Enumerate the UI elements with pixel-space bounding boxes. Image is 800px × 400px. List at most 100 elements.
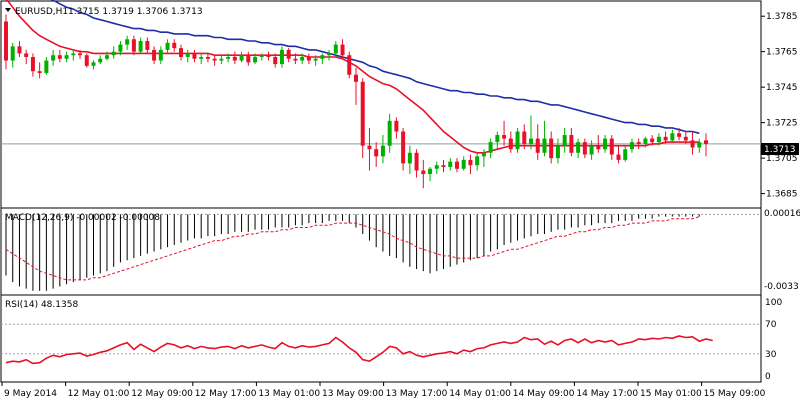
candle-body <box>37 71 42 73</box>
candle-body <box>44 60 49 73</box>
time-tick-label: 15 May 01:00 <box>640 389 702 399</box>
ohlc-header: 1.3715 1.3719 1.3706 1.3713 <box>68 7 203 17</box>
candle-body <box>508 138 513 150</box>
rsi-tick-label: 30 <box>765 350 777 360</box>
candle-body <box>448 161 453 167</box>
candle-body <box>64 55 69 59</box>
candle-body <box>138 41 143 52</box>
candle-body <box>131 39 136 52</box>
macd-panel: 0.00016 -0.0033 <box>0 207 800 296</box>
time-axis: 9 May 2014 12 May 01:00 12 May 09:00 12 May… <box>1 382 766 399</box>
candle-body <box>10 46 15 61</box>
candle-body <box>4 21 8 61</box>
candle-body <box>481 152 486 157</box>
price-tick-label: 1.3725 <box>766 119 798 129</box>
candle-body <box>205 56 210 59</box>
candle-body <box>428 168 433 175</box>
time-tick-label: 9 May 2014 <box>4 389 57 399</box>
rsi-tick-label: 0 <box>765 372 771 382</box>
candle-body <box>407 152 412 164</box>
candle-body <box>84 55 89 66</box>
candle-body <box>24 53 29 57</box>
candle-body <box>320 55 325 59</box>
macd-title: MACD(12,26,9) -0.00002 -0.00008 <box>5 213 160 223</box>
candle-body <box>246 55 251 63</box>
candle-body <box>656 136 661 143</box>
macd-signal-line <box>5 216 700 281</box>
candle-body <box>549 138 554 159</box>
ma-slow-line <box>50 0 700 135</box>
candle-body <box>555 145 560 159</box>
candle-body <box>91 62 96 66</box>
price-tick-label: 1.3785 <box>766 12 798 22</box>
candle-body <box>219 58 224 61</box>
candle-body <box>327 53 332 56</box>
time-tick-label: 12 May 01:00 <box>68 389 130 399</box>
candle-body <box>629 142 634 150</box>
candle-body <box>434 165 439 169</box>
candle-body <box>165 42 170 50</box>
candle-body <box>394 120 399 132</box>
time-tick-label: 14 May 09:00 <box>513 389 575 399</box>
candle-body <box>360 81 365 146</box>
chevron-down-icon[interactable] <box>5 8 11 12</box>
candle-body <box>239 55 244 61</box>
candle-body <box>71 53 76 56</box>
candle-body <box>441 165 446 167</box>
macd-tick-label: 0.00016 <box>764 209 800 219</box>
time-tick-label: 13 May 01:00 <box>258 389 320 399</box>
macd-panel-frame <box>0 207 762 296</box>
candle-body <box>495 135 500 143</box>
candle-body <box>488 142 493 153</box>
candle-body <box>387 120 392 146</box>
candle-body <box>273 56 278 65</box>
candle-body <box>118 44 123 52</box>
candle-body <box>152 49 157 61</box>
candle-body <box>616 154 621 160</box>
candle-body <box>535 138 540 153</box>
last-price-label: 1.3713 <box>764 145 796 155</box>
price-tick-label: 1.3765 <box>766 48 798 58</box>
candle-body <box>475 156 480 166</box>
candle-body <box>192 53 197 59</box>
candle-body <box>185 53 190 57</box>
symbol-label: EURUSD,H1 <box>15 7 68 17</box>
candle-body <box>589 145 594 155</box>
candle-body <box>104 55 109 59</box>
time-tick-label: 13 May 09:00 <box>322 389 384 399</box>
candle-body <box>529 138 533 144</box>
candle-body <box>576 142 581 153</box>
candle-body <box>454 161 459 169</box>
time-tick-label: 14 May 17:00 <box>576 389 638 399</box>
candle-body <box>522 131 527 144</box>
rsi-panel-frame <box>0 294 762 383</box>
candle-body <box>347 55 352 75</box>
candle-body <box>683 136 688 141</box>
candle-body <box>199 56 204 59</box>
rsi-tick-label: 100 <box>765 298 782 308</box>
candle-body <box>542 138 547 153</box>
candle-body <box>461 159 466 169</box>
candle-body <box>300 56 305 61</box>
candle-body <box>17 46 22 54</box>
candle-body <box>596 145 601 150</box>
candle-body <box>603 138 608 150</box>
candle-body <box>367 145 372 150</box>
price-panel-frame <box>0 0 762 209</box>
candle-body <box>697 142 702 148</box>
macd-tick-label: -0.0033 <box>764 282 799 292</box>
candle-body <box>158 49 163 61</box>
candle-body <box>30 56 35 72</box>
rsi-tick-label: 70 <box>765 320 777 330</box>
candle-body <box>313 58 318 61</box>
candle-body <box>145 41 150 50</box>
candle-body <box>253 56 258 63</box>
candle-body <box>125 39 130 45</box>
candle-body <box>354 74 358 82</box>
candle-body <box>609 138 614 155</box>
candle-body <box>374 149 379 157</box>
candle-body <box>636 142 641 144</box>
candle-body <box>502 135 507 139</box>
candle-body <box>623 149 628 160</box>
candle-body <box>306 56 311 61</box>
